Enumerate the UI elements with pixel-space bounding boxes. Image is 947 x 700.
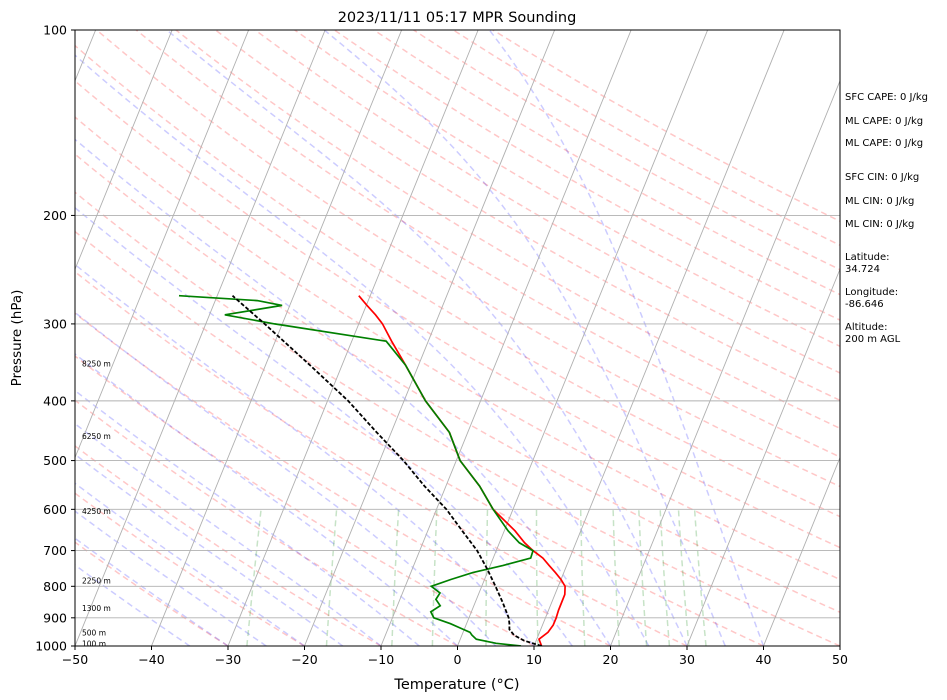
moist-adiabat-line: [75, 510, 267, 646]
dry-adiabat-line: [75, 445, 382, 646]
y-tick-label: 800: [43, 579, 67, 594]
dry-adiabat-line: [175, 30, 840, 430]
isotherm-gridline: [610, 79, 840, 646]
y-tick-label: 700: [43, 543, 67, 558]
y-axis-label: Pressure (hPa): [9, 290, 25, 387]
moist-adiabat-line: [323, 30, 726, 646]
moist-adiabat-line: [75, 263, 535, 646]
dry-adiabat-line: [75, 312, 611, 646]
moist-adiabat-line: [75, 422, 382, 646]
isotherm-gridline: [380, 30, 632, 646]
moist-adiabat-line: [488, 30, 765, 646]
sounding-annotation: Altitude: 200 m AGL: [845, 322, 901, 345]
dry-adiabat-line: [75, 355, 535, 646]
height-label: 8250 m: [82, 360, 111, 369]
dry-adiabat-line: [96, 30, 840, 488]
dry-adiabat-line: [75, 399, 458, 646]
y-tick-label: 1000: [35, 639, 67, 654]
x-axis-label: Temperature (°C): [393, 677, 519, 693]
dry-adiabat-line: [75, 230, 764, 646]
mixing-ratio-line: [677, 509, 690, 646]
y-tick-label: 600: [43, 502, 67, 517]
dry-adiabat-line: [75, 270, 688, 646]
height-label: 100 m: [82, 639, 106, 648]
moist-adiabat-line: [75, 453, 344, 646]
sounding-annotation: ML CIN: 0 J/kg: [845, 196, 915, 207]
dry-adiabat-line: [75, 541, 229, 646]
height-label: 500 m: [82, 628, 106, 637]
moist-adiabat-line: [75, 482, 305, 646]
moist-adiabat-line: [75, 206, 573, 646]
moist-adiabat-line: [75, 352, 459, 646]
dry-adiabat-line: [75, 492, 305, 646]
sounding-annotation: Longitude: -86.646: [845, 287, 899, 310]
dry-adiabat-line: [333, 30, 840, 321]
mixing-ratio-line: [246, 509, 262, 646]
isotherm-gridline: [686, 268, 840, 646]
sounding-annotation: SFC CIN: 0 J/kg: [845, 172, 920, 183]
isotherm-gridline: [457, 30, 709, 646]
dry-adiabat-line: [75, 80, 840, 549]
dry-adiabat-line: [215, 30, 840, 402]
sounding-annotation: ML CIN: 0 J/kg: [845, 219, 915, 230]
isotherm-gridline: [75, 30, 173, 271]
x-tick-label: −30: [215, 652, 241, 667]
chart-title: 2023/11/11 05:17 MPR Sounding: [338, 10, 577, 26]
x-tick-label: 50: [832, 652, 848, 667]
height-label: 6250 m: [82, 432, 111, 441]
sounding-annotation: Latitude: 34.724: [845, 252, 890, 275]
moist-adiabat-line: [75, 138, 612, 646]
dry-adiabat-line: [75, 44, 840, 518]
x-tick-label: −20: [291, 652, 317, 667]
y-tick-label: 500: [43, 453, 67, 468]
x-tick-label: 20: [603, 652, 619, 667]
isotherm-gridline: [304, 30, 556, 646]
y-tick-label: 900: [43, 610, 67, 625]
dry-adiabat-line: [135, 30, 840, 458]
sounding-annotation: SFC CAPE: 0 J/kg: [845, 92, 928, 103]
plot-frame: [74, 29, 841, 647]
mixing-ratio-line: [535, 509, 539, 646]
sounding-annotation: ML CAPE: 0 J/kg: [845, 116, 924, 127]
mixing-ratio-line: [659, 509, 671, 646]
dewpoint-line: [178, 294, 535, 646]
x-tick-label: 10: [526, 652, 542, 667]
isotherm-gridline: [75, 30, 326, 646]
isotherm-gridline: [533, 30, 785, 646]
x-tick-label: 40: [756, 652, 772, 667]
y-tick-label: 100: [43, 23, 67, 38]
height-label: 4250 m: [82, 507, 111, 516]
dry-adiabat-line: [75, 116, 840, 581]
isotherm-gridline: [763, 456, 840, 646]
isotherm-gridline: [227, 30, 479, 646]
dry-adiabat-line: [294, 30, 840, 348]
isotherm-gridline: [151, 30, 403, 646]
moist-adiabat-line: [75, 537, 229, 646]
mixing-ratio-line: [485, 509, 489, 646]
sounding-annotation: ML CAPE: 0 J/kg: [845, 138, 924, 149]
x-tick-label: 30: [679, 652, 695, 667]
temperature-line: [358, 295, 566, 646]
moist-adiabat-line: [75, 311, 497, 646]
dry-adiabat-line: [75, 191, 840, 646]
parcel-profile-line: [231, 295, 542, 646]
isotherm-gridline: [75, 30, 250, 459]
y-tick-label: 200: [43, 208, 67, 223]
y-tick-label: 400: [43, 393, 67, 408]
height-label: 1300 m: [82, 604, 111, 613]
x-tick-label: −10: [368, 652, 394, 667]
x-tick-label: 0: [454, 652, 462, 667]
x-tick-label: −40: [138, 652, 164, 667]
y-tick-label: 300: [43, 316, 67, 331]
x-tick-label: −50: [62, 652, 88, 667]
mixing-ratio-line: [638, 509, 648, 646]
dry-adiabat-line: [75, 153, 840, 614]
height-label: 2250 m: [82, 577, 111, 586]
